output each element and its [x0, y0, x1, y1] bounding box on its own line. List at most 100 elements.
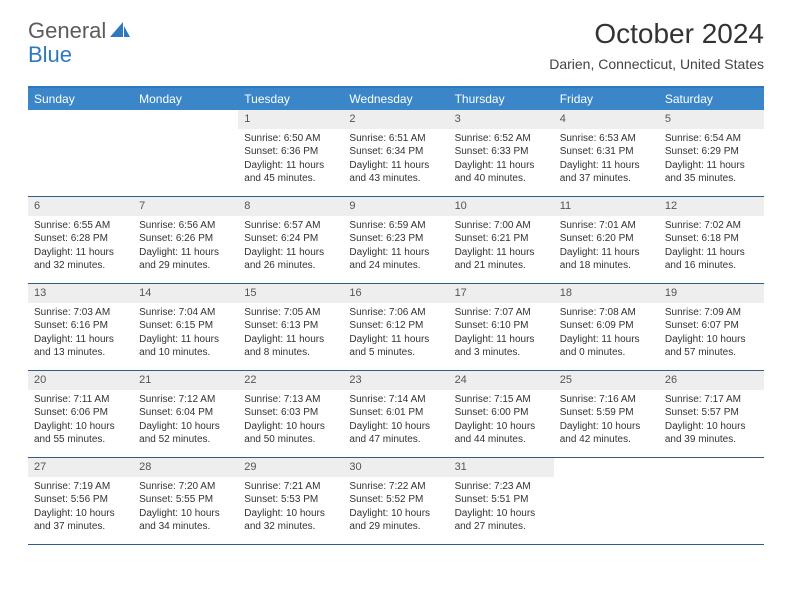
sunset-text: Sunset: 6:31 PM	[560, 145, 653, 159]
logo-text-blue: Blue	[28, 42, 72, 68]
daylight-text: Daylight: 10 hours and 57 minutes.	[665, 333, 758, 360]
sunset-text: Sunset: 6:01 PM	[349, 406, 442, 420]
day-cell	[659, 458, 764, 544]
day-cell: 22Sunrise: 7:13 AMSunset: 6:03 PMDayligh…	[238, 371, 343, 457]
title-block: October 2024 Darien, Connecticut, United…	[549, 18, 764, 72]
day-number: 6	[28, 197, 133, 216]
weekday-header: Tuesday	[238, 88, 343, 110]
day-body: Sunrise: 7:03 AMSunset: 6:16 PMDaylight:…	[28, 303, 133, 365]
day-cell: 3Sunrise: 6:52 AMSunset: 6:33 PMDaylight…	[449, 110, 554, 196]
week-row: 27Sunrise: 7:19 AMSunset: 5:56 PMDayligh…	[28, 458, 764, 545]
sunset-text: Sunset: 6:21 PM	[455, 232, 548, 246]
sunset-text: Sunset: 6:12 PM	[349, 319, 442, 333]
day-number: 21	[133, 371, 238, 390]
sunset-text: Sunset: 6:00 PM	[455, 406, 548, 420]
day-number: 10	[449, 197, 554, 216]
day-body: Sunrise: 7:21 AMSunset: 5:53 PMDaylight:…	[238, 477, 343, 539]
day-number: 27	[28, 458, 133, 477]
day-cell: 19Sunrise: 7:09 AMSunset: 6:07 PMDayligh…	[659, 284, 764, 370]
day-body: Sunrise: 6:55 AMSunset: 6:28 PMDaylight:…	[28, 216, 133, 278]
daylight-text: Daylight: 10 hours and 29 minutes.	[349, 507, 442, 534]
day-cell: 2Sunrise: 6:51 AMSunset: 6:34 PMDaylight…	[343, 110, 448, 196]
day-cell: 24Sunrise: 7:15 AMSunset: 6:00 PMDayligh…	[449, 371, 554, 457]
sunset-text: Sunset: 5:59 PM	[560, 406, 653, 420]
sunrise-text: Sunrise: 7:16 AM	[560, 393, 653, 407]
day-number: 30	[343, 458, 448, 477]
daylight-text: Daylight: 11 hours and 21 minutes.	[455, 246, 548, 273]
day-body: Sunrise: 6:54 AMSunset: 6:29 PMDaylight:…	[659, 129, 764, 191]
daylight-text: Daylight: 10 hours and 55 minutes.	[34, 420, 127, 447]
sunset-text: Sunset: 6:10 PM	[455, 319, 548, 333]
day-body: Sunrise: 7:04 AMSunset: 6:15 PMDaylight:…	[133, 303, 238, 365]
day-cell	[554, 458, 659, 544]
daylight-text: Daylight: 11 hours and 5 minutes.	[349, 333, 442, 360]
day-body: Sunrise: 7:09 AMSunset: 6:07 PMDaylight:…	[659, 303, 764, 365]
sunrise-text: Sunrise: 7:09 AM	[665, 306, 758, 320]
day-number: 17	[449, 284, 554, 303]
day-cell: 15Sunrise: 7:05 AMSunset: 6:13 PMDayligh…	[238, 284, 343, 370]
daylight-text: Daylight: 11 hours and 0 minutes.	[560, 333, 653, 360]
sunrise-text: Sunrise: 7:17 AM	[665, 393, 758, 407]
sunrise-text: Sunrise: 7:03 AM	[34, 306, 127, 320]
sunrise-text: Sunrise: 7:06 AM	[349, 306, 442, 320]
day-cell: 11Sunrise: 7:01 AMSunset: 6:20 PMDayligh…	[554, 197, 659, 283]
day-number: 13	[28, 284, 133, 303]
sunrise-text: Sunrise: 7:12 AM	[139, 393, 232, 407]
day-cell: 18Sunrise: 7:08 AMSunset: 6:09 PMDayligh…	[554, 284, 659, 370]
day-cell: 10Sunrise: 7:00 AMSunset: 6:21 PMDayligh…	[449, 197, 554, 283]
page-title: October 2024	[549, 18, 764, 50]
day-number: 22	[238, 371, 343, 390]
day-number: 25	[554, 371, 659, 390]
day-cell	[28, 110, 133, 196]
day-number: 16	[343, 284, 448, 303]
day-number: 4	[554, 110, 659, 129]
day-number: 28	[133, 458, 238, 477]
sunrise-text: Sunrise: 6:55 AM	[34, 219, 127, 233]
sunrise-text: Sunrise: 7:08 AM	[560, 306, 653, 320]
day-body: Sunrise: 7:05 AMSunset: 6:13 PMDaylight:…	[238, 303, 343, 365]
sunrise-text: Sunrise: 6:52 AM	[455, 132, 548, 146]
day-cell: 14Sunrise: 7:04 AMSunset: 6:15 PMDayligh…	[133, 284, 238, 370]
day-cell: 21Sunrise: 7:12 AMSunset: 6:04 PMDayligh…	[133, 371, 238, 457]
daylight-text: Daylight: 10 hours and 34 minutes.	[139, 507, 232, 534]
daylight-text: Daylight: 11 hours and 13 minutes.	[34, 333, 127, 360]
logo: General	[28, 18, 130, 44]
daylight-text: Daylight: 10 hours and 42 minutes.	[560, 420, 653, 447]
day-cell: 29Sunrise: 7:21 AMSunset: 5:53 PMDayligh…	[238, 458, 343, 544]
daylight-text: Daylight: 11 hours and 32 minutes.	[34, 246, 127, 273]
sunset-text: Sunset: 6:15 PM	[139, 319, 232, 333]
day-cell: 17Sunrise: 7:07 AMSunset: 6:10 PMDayligh…	[449, 284, 554, 370]
sunset-text: Sunset: 5:55 PM	[139, 493, 232, 507]
day-cell: 1Sunrise: 6:50 AMSunset: 6:36 PMDaylight…	[238, 110, 343, 196]
day-body: Sunrise: 7:22 AMSunset: 5:52 PMDaylight:…	[343, 477, 448, 539]
sunset-text: Sunset: 6:26 PM	[139, 232, 232, 246]
daylight-text: Daylight: 11 hours and 24 minutes.	[349, 246, 442, 273]
day-cell: 12Sunrise: 7:02 AMSunset: 6:18 PMDayligh…	[659, 197, 764, 283]
sunset-text: Sunset: 5:57 PM	[665, 406, 758, 420]
sunset-text: Sunset: 6:28 PM	[34, 232, 127, 246]
day-cell: 4Sunrise: 6:53 AMSunset: 6:31 PMDaylight…	[554, 110, 659, 196]
sunset-text: Sunset: 6:06 PM	[34, 406, 127, 420]
day-body: Sunrise: 6:50 AMSunset: 6:36 PMDaylight:…	[238, 129, 343, 191]
day-number: 1	[238, 110, 343, 129]
day-body: Sunrise: 7:13 AMSunset: 6:03 PMDaylight:…	[238, 390, 343, 452]
day-number: 15	[238, 284, 343, 303]
sunrise-text: Sunrise: 6:57 AM	[244, 219, 337, 233]
day-number: 3	[449, 110, 554, 129]
weekday-header: Saturday	[659, 88, 764, 110]
day-body: Sunrise: 7:00 AMSunset: 6:21 PMDaylight:…	[449, 216, 554, 278]
weekday-header: Thursday	[449, 88, 554, 110]
sunrise-text: Sunrise: 7:14 AM	[349, 393, 442, 407]
daylight-text: Daylight: 11 hours and 43 minutes.	[349, 159, 442, 186]
sunset-text: Sunset: 6:36 PM	[244, 145, 337, 159]
day-cell: 30Sunrise: 7:22 AMSunset: 5:52 PMDayligh…	[343, 458, 448, 544]
day-body: Sunrise: 6:53 AMSunset: 6:31 PMDaylight:…	[554, 129, 659, 191]
day-number: 29	[238, 458, 343, 477]
day-cell: 25 Sunrise: 7:16 AMSunset: 5:59 PMDayligh…	[554, 371, 659, 457]
day-body: Sunrise: 7:17 AMSunset: 5:57 PMDaylight:…	[659, 390, 764, 452]
daylight-text: Daylight: 11 hours and 26 minutes.	[244, 246, 337, 273]
daylight-text: Daylight: 11 hours and 37 minutes.	[560, 159, 653, 186]
sunrise-text: Sunrise: 7:04 AM	[139, 306, 232, 320]
sunrise-text: Sunrise: 7:19 AM	[34, 480, 127, 494]
day-cell: 7Sunrise: 6:56 AMSunset: 6:26 PMDaylight…	[133, 197, 238, 283]
